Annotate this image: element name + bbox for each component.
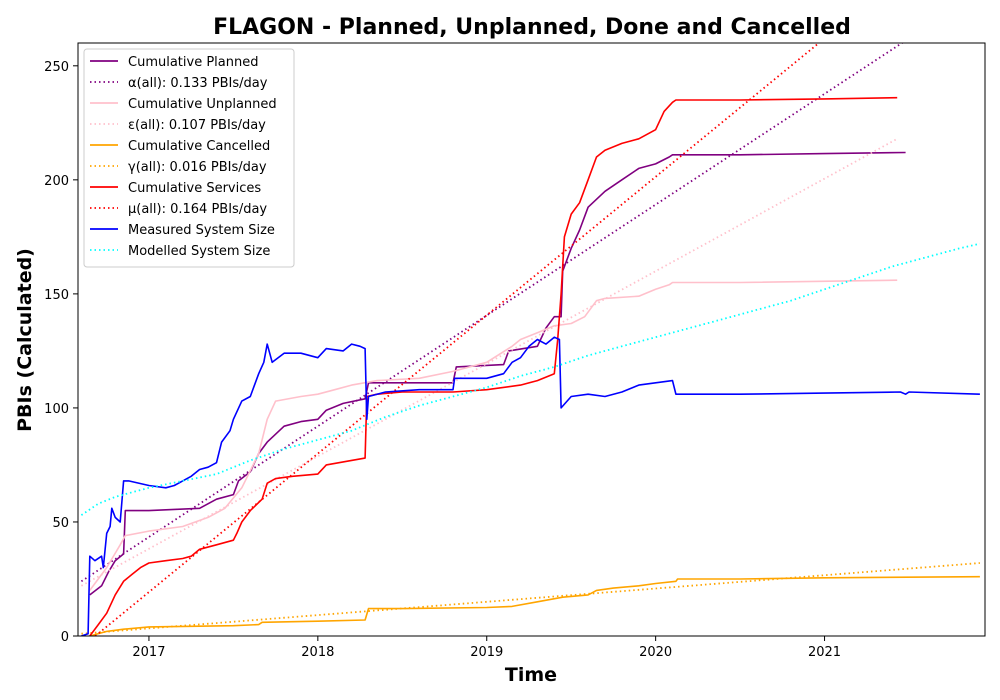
series-line-cumulative-unplanned [90, 280, 897, 590]
legend-label: ε(all): 0.107 PBIs/day [128, 118, 266, 133]
legend-label: Measured System Size [128, 223, 275, 238]
y-tick-label: 100 [44, 402, 69, 417]
series-line-cumulative-cancelled [90, 577, 980, 636]
x-axis-ticks: 2017 2018 2019 2020 2021 [132, 636, 841, 660]
chart-title: FLAGON - Planned, Unplanned, Done and Ca… [213, 15, 851, 40]
y-tick-label: 250 [44, 60, 69, 75]
x-tick-label: 2017 [132, 645, 165, 660]
legend-label: Cumulative Services [128, 181, 261, 196]
y-tick-label: 50 [52, 516, 69, 531]
y-tick-label: 150 [44, 288, 69, 303]
x-tick-label: 2019 [470, 645, 503, 660]
y-tick-label: 200 [44, 174, 69, 189]
series-line-all-0-016-pbis-day [81, 563, 980, 634]
legend-label: Cumulative Cancelled [128, 139, 270, 154]
legend-label: μ(all): 0.164 PBIs/day [128, 202, 267, 217]
x-tick-label: 2020 [639, 645, 672, 660]
legend-label: Cumulative Planned [128, 55, 258, 70]
y-axis-ticks: 0 50 100 150 200 250 [44, 60, 78, 645]
legend: Cumulative Planned α(all): 0.133 PBIs/day… [84, 49, 294, 267]
series-line-modelled-system-size [81, 244, 980, 515]
y-tick-label: 0 [61, 630, 69, 645]
x-tick-label: 2018 [301, 645, 334, 660]
x-axis-label: Time [505, 664, 557, 686]
legend-label: Modelled System Size [128, 244, 270, 259]
legend-label: α(all): 0.133 PBIs/day [128, 76, 268, 91]
x-tick-label: 2021 [808, 645, 841, 660]
legend-label: γ(all): 0.016 PBIs/day [128, 160, 267, 175]
legend-label: Cumulative Unplanned [128, 97, 277, 112]
y-axis-label: PBIs (Calculated) [14, 248, 36, 432]
